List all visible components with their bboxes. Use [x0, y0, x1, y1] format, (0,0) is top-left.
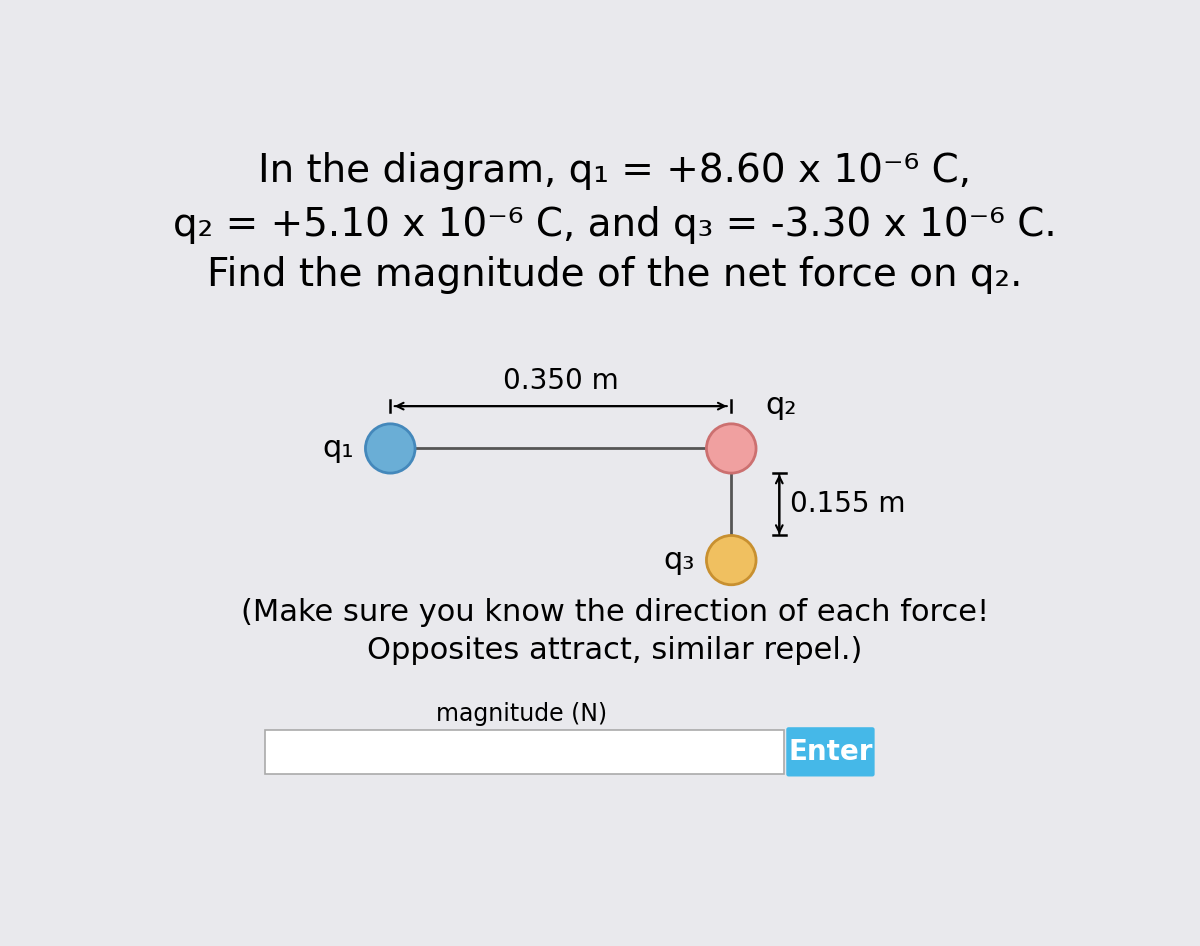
Circle shape: [707, 424, 756, 473]
Text: q₁: q₁: [323, 434, 354, 463]
Text: q₂: q₂: [766, 391, 797, 420]
FancyBboxPatch shape: [265, 729, 784, 774]
Text: magnitude (N): magnitude (N): [437, 702, 607, 727]
Text: 0.155 m: 0.155 m: [790, 490, 906, 518]
Text: Opposites attract, similar repel.): Opposites attract, similar repel.): [367, 637, 863, 665]
Text: 0.350 m: 0.350 m: [503, 367, 619, 395]
Circle shape: [707, 535, 756, 585]
Text: q₃: q₃: [664, 546, 695, 574]
Text: Find the magnitude of the net force on q₂.: Find the magnitude of the net force on q…: [208, 256, 1022, 294]
Text: (Make sure you know the direction of each force!: (Make sure you know the direction of eac…: [241, 598, 989, 627]
Text: In the diagram, q₁ = +8.60 x 10⁻⁶ C,: In the diagram, q₁ = +8.60 x 10⁻⁶ C,: [258, 152, 972, 190]
Circle shape: [366, 424, 415, 473]
Text: Enter: Enter: [788, 738, 872, 766]
Text: q₂ = +5.10 x 10⁻⁶ C, and q₃ = -3.30 x 10⁻⁶ C.: q₂ = +5.10 x 10⁻⁶ C, and q₃ = -3.30 x 10…: [173, 206, 1057, 244]
FancyBboxPatch shape: [786, 727, 875, 777]
